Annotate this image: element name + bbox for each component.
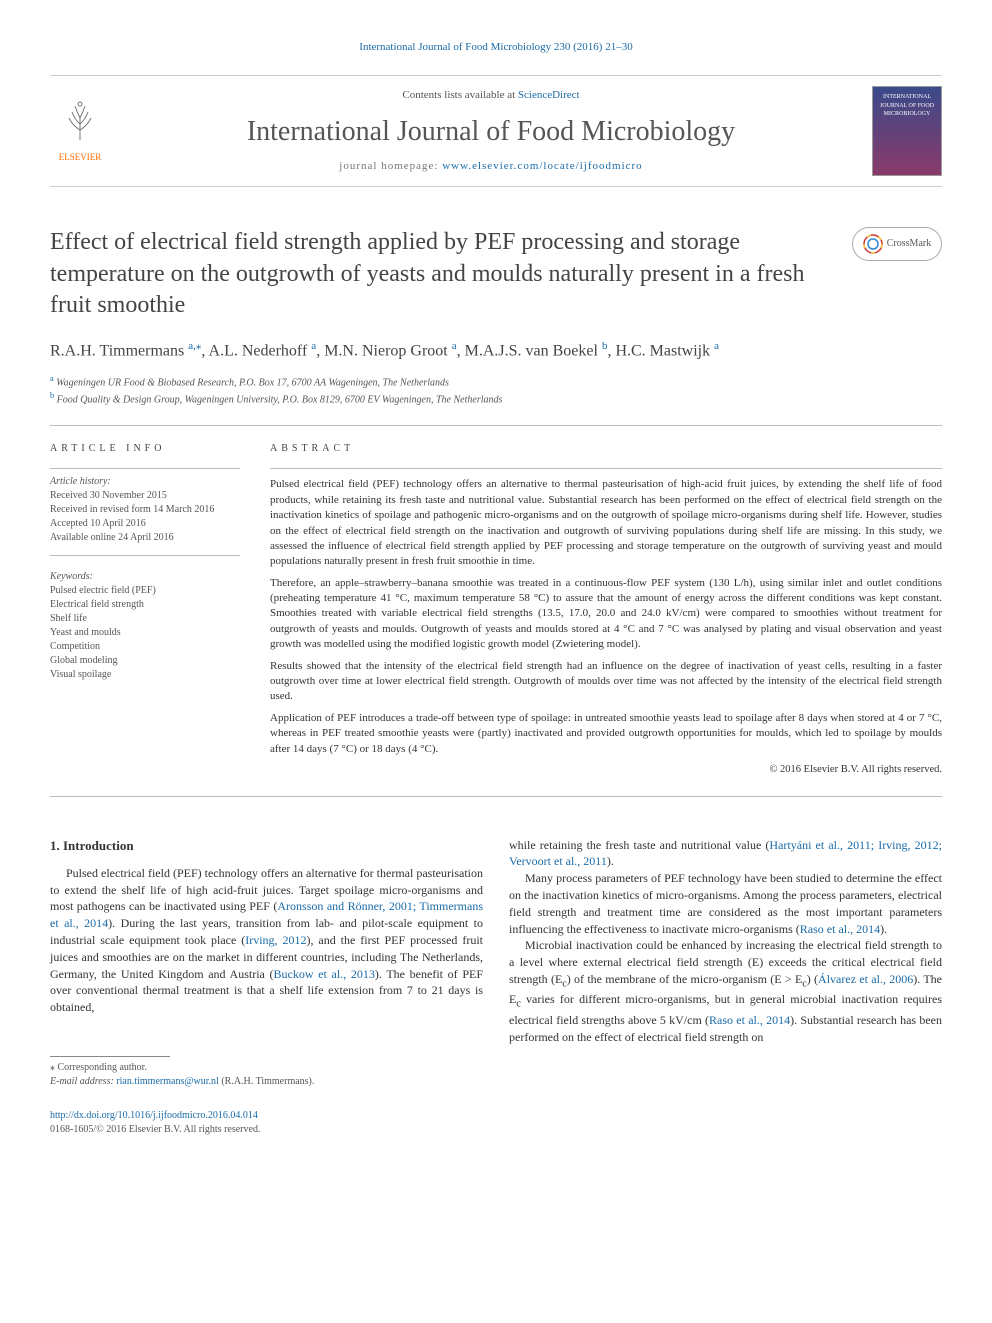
rule-abs (270, 468, 942, 469)
keyword: Visual spoilage (50, 668, 240, 682)
affiliations: a Wageningen UR Food & Biobased Research… (50, 373, 942, 408)
elsevier-tree-icon (63, 100, 97, 151)
cover-label: INTERNATIONAL JOURNAL OF FOOD MICROBIOLO… (873, 93, 941, 118)
keywords-label: Keywords: (50, 570, 240, 584)
abstract-header: abstract (270, 442, 942, 456)
abstract-copyright: © 2016 Elsevier B.V. All rights reserved… (270, 763, 942, 778)
elsevier-logo: ELSEVIER (50, 96, 110, 166)
masthead: ELSEVIER Contents lists available at Sci… (50, 75, 942, 187)
intro-right-p2: Many process parameters of PEF technolog… (509, 870, 942, 937)
author-3: , M.N. Nierop Groot (316, 342, 452, 359)
citation-link[interactable]: Irving, 2012 (245, 933, 306, 947)
author-1-aff: a, (188, 340, 196, 352)
authors-line: R.A.H. Timmermans a,⁎, A.L. Nederhoff a,… (50, 339, 942, 363)
elsevier-label: ELSEVIER (59, 151, 102, 164)
intro-right-p3: Microbial inactivation could be enhanced… (509, 937, 942, 1045)
homepage-link[interactable]: www.elsevier.com/locate/ijfoodmicro (442, 160, 642, 172)
corresponding-email: E-mail address: rian.timmermans@wur.nl (… (50, 1075, 483, 1089)
affil-b: Food Quality & Design Group, Wageningen … (54, 394, 502, 405)
author-4: , M.A.J.S. van Boekel (457, 342, 602, 359)
history-online: Available online 24 April 2016 (50, 531, 240, 545)
sciencedirect-link[interactable]: ScienceDirect (518, 89, 580, 101)
abstract-p4: Application of PEF introduces a trade-of… (270, 711, 942, 757)
rule-info (50, 468, 240, 469)
citation-link[interactable]: Raso et al., 2014 (800, 922, 880, 936)
issn-copyright: 0168-1605/© 2016 Elsevier B.V. All right… (50, 1123, 942, 1137)
keyword: Pulsed electric field (PEF) (50, 584, 240, 598)
citation-link[interactable]: Álvarez et al., 2006 (818, 972, 913, 986)
article-info-header: article info (50, 442, 240, 456)
keyword: Competition (50, 640, 240, 654)
abstract-p3: Results showed that the intensity of the… (270, 659, 942, 705)
citation-link[interactable]: Buckow et al., 2013 (274, 967, 375, 981)
abstract-p1: Pulsed electrical field (PEF) technology… (270, 477, 942, 569)
top-citation[interactable]: International Journal of Food Microbiolo… (50, 40, 942, 55)
article-info-column: article info Article history: Received 3… (50, 442, 240, 777)
body-column-left: 1. Introduction Pulsed electrical field … (50, 837, 483, 1089)
history-revised: Received in revised form 14 March 2016 (50, 503, 240, 517)
intro-left-p1: Pulsed electrical field (PEF) technology… (50, 865, 483, 1016)
keyword: Yeast and moulds (50, 626, 240, 640)
journal-homepage: journal homepage: www.elsevier.com/locat… (130, 159, 852, 174)
paper-title: Effect of electrical field strength appl… (50, 227, 832, 321)
masthead-center: Contents lists available at ScienceDirec… (130, 88, 852, 174)
journal-cover-thumb: INTERNATIONAL JOURNAL OF FOOD MICROBIOLO… (872, 86, 942, 176)
contents-line: Contents lists available at ScienceDirec… (130, 88, 852, 103)
email-link[interactable]: rian.timmermans@wur.nl (116, 1076, 219, 1087)
intro-right-p1: while retaining the fresh taste and nutr… (509, 837, 942, 871)
email-label: E-mail address: (50, 1076, 116, 1087)
contents-prefix: Contents lists available at (402, 89, 517, 101)
author-5-aff: a (714, 340, 719, 352)
keyword: Global modeling (50, 654, 240, 668)
journal-title: International Journal of Food Microbiolo… (130, 112, 852, 151)
intro-header: 1. Introduction (50, 837, 483, 855)
page-footer: http://dx.doi.org/10.1016/j.ijfoodmicro.… (50, 1109, 942, 1137)
history-accepted: Accepted 10 April 2016 (50, 517, 240, 531)
crossmark-icon (863, 234, 883, 254)
rule-bottom (50, 796, 942, 797)
citation-link[interactable]: Raso et al., 2014 (709, 1013, 790, 1027)
email-who: (R.A.H. Timmermans). (219, 1076, 315, 1087)
rule-kw (50, 555, 240, 556)
corresponding-author: ⁎ Corresponding author. (50, 1061, 483, 1075)
keyword: Shelf life (50, 612, 240, 626)
crossmark-badge[interactable]: CrossMark (852, 227, 942, 261)
history-label: Article history: (50, 475, 240, 489)
body-column-right: while retaining the fresh taste and nutr… (509, 837, 942, 1089)
abstract-p2: Therefore, an apple–strawberry–banana sm… (270, 576, 942, 653)
author-2: , A.L. Nederhoff (201, 342, 311, 359)
doi-link[interactable]: http://dx.doi.org/10.1016/j.ijfoodmicro.… (50, 1110, 258, 1121)
author-5: , H.C. Mastwijk (607, 342, 714, 359)
author-1: R.A.H. Timmermans (50, 342, 188, 359)
keyword: Electrical field strength (50, 598, 240, 612)
crossmark-label: CrossMark (887, 237, 931, 251)
abstract-column: abstract Pulsed electrical field (PEF) t… (270, 442, 942, 777)
footnote-rule (50, 1056, 170, 1057)
affil-a: Wageningen UR Food & Biobased Research, … (54, 377, 449, 388)
rule-top (50, 425, 942, 426)
homepage-prefix: journal homepage: (339, 160, 442, 172)
history-received: Received 30 November 2015 (50, 489, 240, 503)
